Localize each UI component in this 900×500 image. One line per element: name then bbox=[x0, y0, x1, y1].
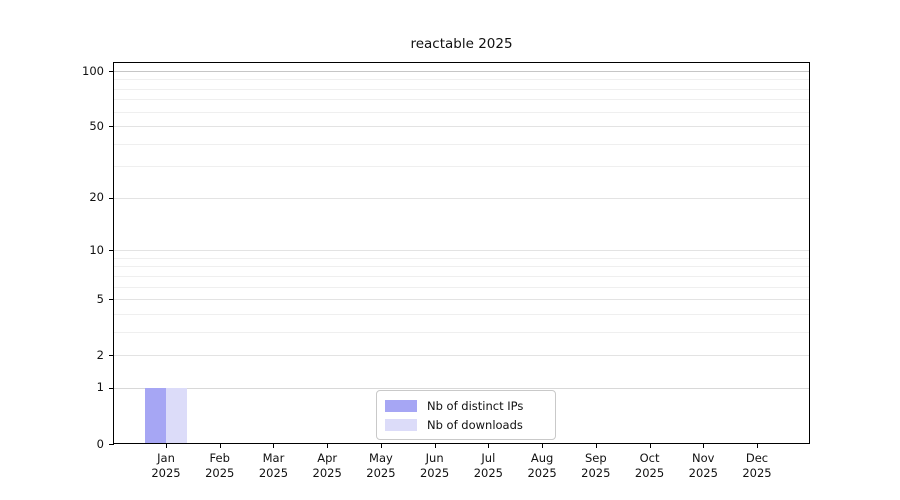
gridline-6 bbox=[114, 287, 809, 288]
x-tick-jan bbox=[166, 444, 167, 448]
chart-title: reactable 2025 bbox=[410, 36, 513, 52]
legend: Nb of distinct IPs Nb of downloads bbox=[376, 390, 556, 440]
x-tick-label-jan: Jan 2025 bbox=[151, 451, 181, 480]
x-tick-label-sep: Sep 2025 bbox=[581, 451, 611, 480]
x-tick-jul bbox=[488, 444, 489, 448]
gridline-50 bbox=[114, 126, 809, 127]
y-tick-100 bbox=[109, 71, 114, 72]
x-tick-mar bbox=[273, 444, 274, 448]
y-tick-label-100: 100 bbox=[82, 63, 104, 78]
y-tick-10 bbox=[109, 250, 114, 251]
x-tick-label-mar: Mar 2025 bbox=[258, 451, 289, 480]
gridline-8 bbox=[114, 266, 809, 267]
x-tick-oct bbox=[650, 444, 651, 448]
y-tick-50 bbox=[109, 126, 114, 127]
gridline-5 bbox=[114, 299, 809, 300]
gridline-10 bbox=[114, 250, 809, 251]
x-tick-sep bbox=[596, 444, 597, 448]
y-tick-label-2: 2 bbox=[96, 347, 104, 362]
x-tick-nov bbox=[703, 444, 704, 448]
y-tick-2 bbox=[109, 355, 114, 356]
gridline-80 bbox=[114, 89, 809, 90]
gridline-100 bbox=[114, 71, 809, 72]
legend-label: Nb of downloads bbox=[427, 417, 523, 432]
x-tick-label-apr: Apr 2025 bbox=[312, 451, 342, 480]
gridline-9 bbox=[114, 258, 809, 259]
x-tick-feb bbox=[220, 444, 221, 448]
gridline-40 bbox=[114, 144, 809, 145]
bar-nb-of-distinct-ips-jan bbox=[145, 387, 166, 443]
legend-swatch bbox=[385, 399, 417, 412]
y-tick-label-50: 50 bbox=[89, 118, 104, 133]
bar-nb-of-downloads-jan bbox=[166, 387, 187, 443]
x-tick-may bbox=[381, 444, 382, 448]
gridline-2 bbox=[114, 355, 809, 356]
y-tick-5 bbox=[109, 299, 114, 300]
x-tick-label-jun: Jun 2025 bbox=[419, 451, 450, 480]
gridline-90 bbox=[114, 79, 809, 80]
legend-row-nb-of-downloads: Nb of downloads bbox=[385, 415, 546, 434]
y-tick-label-0: 0 bbox=[96, 436, 104, 451]
x-tick-label-nov: Nov 2025 bbox=[688, 451, 718, 480]
y-tick-1 bbox=[109, 388, 114, 389]
y-tick-0 bbox=[109, 444, 114, 445]
x-tick-dec bbox=[757, 444, 758, 448]
legend-row-nb-of-distinct-ips: Nb of distinct IPs bbox=[385, 396, 546, 415]
gridline-30 bbox=[114, 166, 809, 167]
y-tick-label-1: 1 bbox=[96, 380, 104, 395]
gridline-60 bbox=[114, 112, 809, 113]
x-tick-label-oct: Oct 2025 bbox=[634, 451, 665, 480]
x-tick-label-dec: Dec 2025 bbox=[742, 451, 772, 480]
gridline-70 bbox=[114, 99, 809, 100]
gridline-7 bbox=[114, 276, 809, 277]
x-tick-label-jul: Jul 2025 bbox=[473, 451, 503, 480]
x-tick-apr bbox=[327, 444, 328, 448]
x-tick-jun bbox=[435, 444, 436, 448]
legend-swatch bbox=[385, 418, 417, 431]
x-tick-label-aug: Aug 2025 bbox=[527, 451, 557, 480]
x-tick-label-feb: Feb 2025 bbox=[205, 451, 235, 480]
gridline-4 bbox=[114, 314, 809, 315]
gridline-20 bbox=[114, 198, 809, 199]
x-tick-aug bbox=[542, 444, 543, 448]
plot-border bbox=[113, 62, 810, 444]
y-tick-label-20: 20 bbox=[89, 190, 104, 205]
x-tick-label-may: May 2025 bbox=[366, 451, 396, 480]
y-tick-label-5: 5 bbox=[96, 291, 104, 306]
gridline-3 bbox=[114, 332, 809, 333]
legend-label: Nb of distinct IPs bbox=[427, 398, 524, 413]
y-tick-20 bbox=[109, 198, 114, 199]
y-tick-label-10: 10 bbox=[89, 242, 104, 257]
gridline-1 bbox=[114, 388, 809, 389]
